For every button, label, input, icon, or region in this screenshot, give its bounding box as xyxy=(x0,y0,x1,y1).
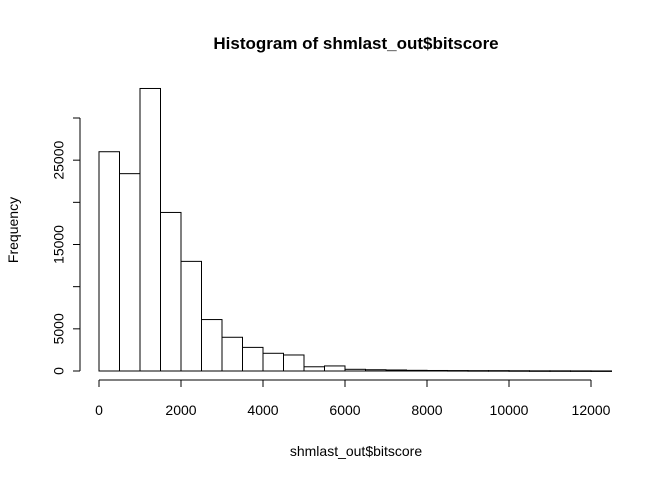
histogram-bar xyxy=(508,370,530,372)
x-tick-label: 12000 xyxy=(572,402,611,418)
y-axis-label: Frequency xyxy=(5,197,21,263)
histogram-bar xyxy=(160,211,182,372)
x-tick-label: 8000 xyxy=(411,402,442,418)
x-tick-label: 4000 xyxy=(247,402,278,418)
histogram-bar xyxy=(385,369,407,372)
x-tick-label: 0 xyxy=(95,402,103,418)
histogram-bar xyxy=(570,370,592,372)
x-tick-label: 2000 xyxy=(165,402,196,418)
y-tick-label: 25000 xyxy=(51,140,67,179)
histogram-bar xyxy=(221,336,243,372)
x-axis: 0 2000 4000 6000 8000 10000 12000 xyxy=(95,379,611,418)
histogram-bar xyxy=(406,369,428,372)
histogram-bar xyxy=(283,354,305,372)
histogram-bar xyxy=(344,368,366,372)
y-tick-label: 0 xyxy=(51,367,67,375)
histogram-bar xyxy=(303,366,325,372)
y-tick-label: 15000 xyxy=(51,225,67,264)
histogram-bar xyxy=(324,365,346,372)
x-axis-label: shmlast_out$bitscore xyxy=(290,443,423,459)
histogram-bar xyxy=(488,370,510,372)
histogram-bar xyxy=(180,260,202,372)
chart-title: Histogram of shmlast_out$bitscore xyxy=(213,34,498,53)
histogram-bar xyxy=(201,319,223,372)
histogram-bar xyxy=(467,370,489,372)
histogram-bar xyxy=(262,352,284,372)
histogram-bar xyxy=(590,370,612,372)
histogram-bar xyxy=(242,346,264,372)
histogram-bar xyxy=(119,173,141,372)
y-tick-label: 5000 xyxy=(51,313,67,344)
histogram-bar xyxy=(98,151,120,372)
x-tick-label: 6000 xyxy=(329,402,360,418)
x-tick-label: 10000 xyxy=(490,402,529,418)
histogram-bar xyxy=(447,370,469,372)
bars-group xyxy=(98,87,612,372)
histogram-bar xyxy=(365,369,387,372)
histogram-bar xyxy=(426,369,448,372)
histogram-bar xyxy=(549,370,571,372)
histogram-bar xyxy=(139,87,161,372)
y-axis: 0 5000 15000 25000 xyxy=(51,117,81,375)
histogram-bar xyxy=(529,370,551,372)
